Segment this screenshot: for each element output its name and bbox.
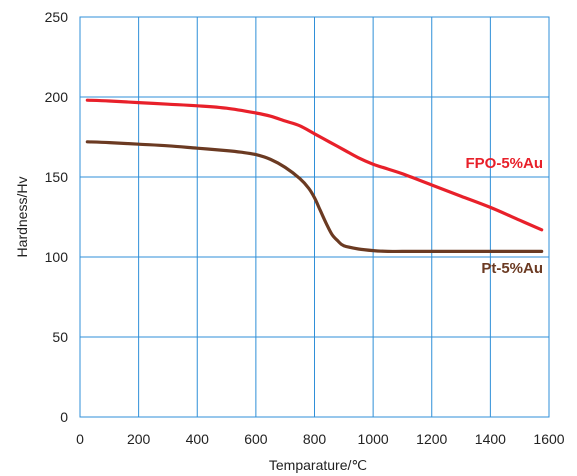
y-tick-label: 100 <box>45 249 69 265</box>
x-tick-label: 800 <box>303 431 327 447</box>
x-tick-label: 1000 <box>358 431 389 447</box>
x-tick-label: 1400 <box>475 431 506 447</box>
x-tick-label: 1200 <box>416 431 447 447</box>
x-tick-label: 400 <box>186 431 210 447</box>
y-tick-label: 250 <box>45 9 69 25</box>
x-tick-label: 1600 <box>533 431 564 447</box>
plot-border <box>79 16 550 418</box>
y-tick-label: 50 <box>52 329 68 345</box>
series-labels: FPO-5%Au Pt-5%Au <box>465 155 543 277</box>
x-tick-label: 0 <box>76 431 84 447</box>
series-layer <box>85 98 544 254</box>
x-tick-label: 200 <box>127 431 151 447</box>
x-tick-labels: 0 200 400 600 800 1000 1200 1400 1600 <box>76 431 565 447</box>
series-line-pt-5-au <box>85 140 544 254</box>
series-label-pt-5-au: Pt-5%Au <box>481 260 543 277</box>
x-axis-label: Temparature/℃ <box>269 457 367 473</box>
y-axis-label: Hardness/Hv <box>14 177 30 258</box>
y-tick-label: 0 <box>60 409 68 425</box>
y-tick-label: 150 <box>45 169 69 185</box>
x-tick-label: 600 <box>244 431 268 447</box>
series-label-fpo-5-au: FPO-5%Au <box>465 155 543 172</box>
series-line-fpo-5-au <box>85 98 544 232</box>
y-tick-label: 200 <box>45 89 69 105</box>
y-tick-labels: 0 50 100 150 200 250 <box>45 9 69 425</box>
